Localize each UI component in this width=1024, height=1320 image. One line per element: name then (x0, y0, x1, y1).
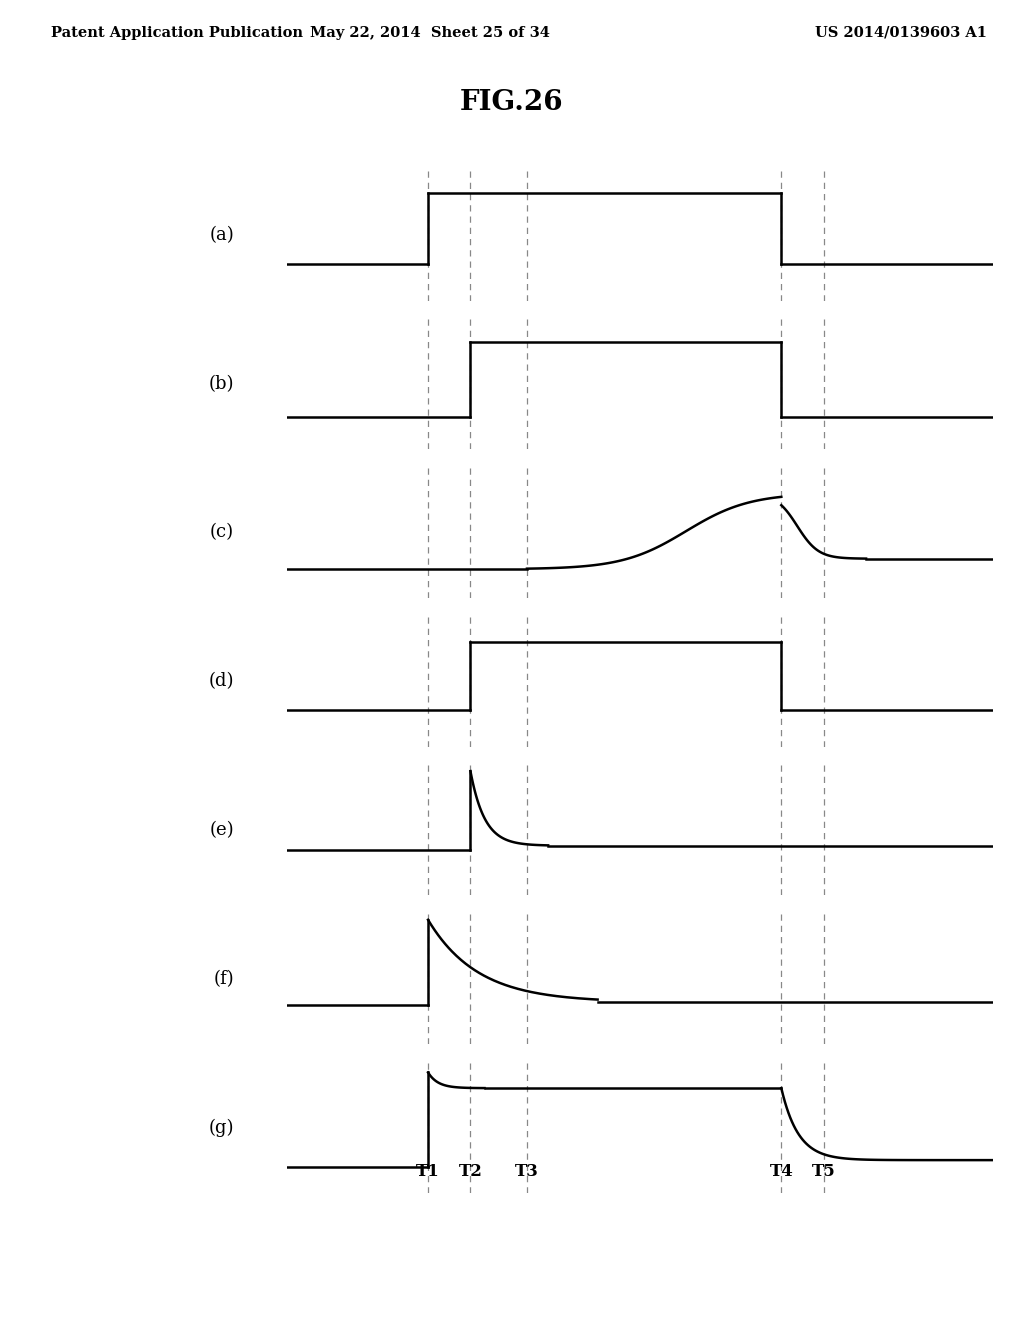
Text: T5: T5 (812, 1163, 836, 1180)
Text: T1: T1 (416, 1163, 440, 1180)
Text: T2: T2 (459, 1163, 482, 1180)
Text: T3: T3 (515, 1163, 539, 1180)
Text: (b): (b) (209, 375, 234, 393)
Text: (d): (d) (209, 672, 234, 690)
Text: T4: T4 (769, 1163, 794, 1180)
Text: Patent Application Publication: Patent Application Publication (51, 26, 303, 40)
Text: (a): (a) (209, 226, 234, 244)
Text: US 2014/0139603 A1: US 2014/0139603 A1 (815, 26, 987, 40)
Text: FIG.26: FIG.26 (460, 88, 564, 116)
Text: (f): (f) (213, 970, 234, 987)
Text: (c): (c) (210, 524, 234, 541)
Text: May 22, 2014  Sheet 25 of 34: May 22, 2014 Sheet 25 of 34 (310, 26, 550, 40)
Text: (e): (e) (209, 821, 234, 840)
Text: (g): (g) (209, 1118, 234, 1137)
